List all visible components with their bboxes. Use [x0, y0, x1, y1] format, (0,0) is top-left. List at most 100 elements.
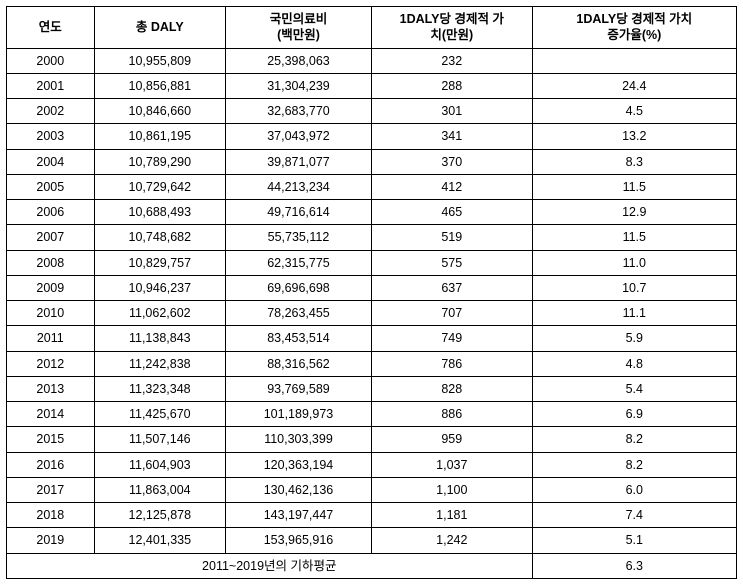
table-cell: 12,125,878 — [94, 503, 225, 528]
table-cell: 11,062,602 — [94, 301, 225, 326]
footer-label: 2011~2019년의 기하평균 — [7, 553, 533, 578]
table-cell: 130,462,136 — [225, 477, 371, 502]
table-cell: 1,181 — [371, 503, 532, 528]
table-row: 201912,401,335153,965,9161,2425.1 — [7, 528, 737, 553]
table-cell: 10,748,682 — [94, 225, 225, 250]
table-cell: 2014 — [7, 402, 95, 427]
table-cell: 39,871,077 — [225, 149, 371, 174]
table-cell: 11,507,146 — [94, 427, 225, 452]
table-row: 200010,955,80925,398,063232 — [7, 48, 737, 73]
table-cell: 78,263,455 — [225, 301, 371, 326]
table-row: 201611,604,903120,363,1941,0378.2 — [7, 452, 737, 477]
table-cell: 2009 — [7, 275, 95, 300]
table-cell: 10,861,195 — [94, 124, 225, 149]
table-row: 200710,748,68255,735,11251911.5 — [7, 225, 737, 250]
table-cell: 301 — [371, 99, 532, 124]
table-cell: 4.8 — [532, 351, 736, 376]
table-cell: 886 — [371, 402, 532, 427]
table-row: 200210,846,66032,683,7703014.5 — [7, 99, 737, 124]
table-row: 201812,125,878143,197,4471,1817.4 — [7, 503, 737, 528]
table-cell: 1,037 — [371, 452, 532, 477]
table-cell: 412 — [371, 174, 532, 199]
table-row: 200810,829,75762,315,77557511.0 — [7, 250, 737, 275]
table-cell: 143,197,447 — [225, 503, 371, 528]
table-cell: 828 — [371, 376, 532, 401]
table-cell: 10,829,757 — [94, 250, 225, 275]
table-cell: 31,304,239 — [225, 73, 371, 98]
table-cell: 110,303,399 — [225, 427, 371, 452]
table-cell: 519 — [371, 225, 532, 250]
table-cell: 11.5 — [532, 174, 736, 199]
table-row: 200910,946,23769,696,69863710.7 — [7, 275, 737, 300]
table-cell: 7.4 — [532, 503, 736, 528]
table-cell: 6.0 — [532, 477, 736, 502]
table-cell: 2018 — [7, 503, 95, 528]
table-header-row: 연도 총 DALY 국민의료비(백만원) 1DALY당 경제적 가치(만원) 1… — [7, 7, 737, 49]
footer-value: 6.3 — [532, 553, 736, 578]
table-row: 201311,323,34893,769,5898285.4 — [7, 376, 737, 401]
table-cell: 707 — [371, 301, 532, 326]
table-cell: 2011 — [7, 326, 95, 351]
table-cell: 10,846,660 — [94, 99, 225, 124]
table-cell: 2006 — [7, 200, 95, 225]
table-cell: 2001 — [7, 73, 95, 98]
table-cell: 575 — [371, 250, 532, 275]
table-cell: 62,315,775 — [225, 250, 371, 275]
table-cell: 370 — [371, 149, 532, 174]
table-row: 200310,861,19537,043,97234113.2 — [7, 124, 737, 149]
table-row: 201211,242,83888,316,5627864.8 — [7, 351, 737, 376]
table-cell: 83,453,514 — [225, 326, 371, 351]
table-cell: 2010 — [7, 301, 95, 326]
table-cell: 37,043,972 — [225, 124, 371, 149]
table-cell: 2017 — [7, 477, 95, 502]
table-cell: 10,946,237 — [94, 275, 225, 300]
table-cell: 120,363,194 — [225, 452, 371, 477]
table-cell: 637 — [371, 275, 532, 300]
table-cell: 1,100 — [371, 477, 532, 502]
table-cell: 12.9 — [532, 200, 736, 225]
table-row: 201711,863,004130,462,1361,1006.0 — [7, 477, 737, 502]
table-cell: 10,955,809 — [94, 48, 225, 73]
table-cell: 11.0 — [532, 250, 736, 275]
col-header-year: 연도 — [7, 7, 95, 49]
table-cell: 11,242,838 — [94, 351, 225, 376]
table-cell: 6.9 — [532, 402, 736, 427]
table-cell: 2005 — [7, 174, 95, 199]
col-header-national-expense: 국민의료비(백만원) — [225, 7, 371, 49]
table-cell: 55,735,112 — [225, 225, 371, 250]
table-cell: 2019 — [7, 528, 95, 553]
table-cell: 959 — [371, 427, 532, 452]
table-cell: 2008 — [7, 250, 95, 275]
table-cell: 465 — [371, 200, 532, 225]
table-cell: 11,863,004 — [94, 477, 225, 502]
table-footer-row: 2011~2019년의 기하평균 6.3 — [7, 553, 737, 578]
table-cell: 786 — [371, 351, 532, 376]
table-cell: 2004 — [7, 149, 95, 174]
table-row: 200510,729,64244,213,23441211.5 — [7, 174, 737, 199]
table-cell: 749 — [371, 326, 532, 351]
table-row: 201511,507,146110,303,3999598.2 — [7, 427, 737, 452]
table-cell: 2012 — [7, 351, 95, 376]
table-cell: 10,856,881 — [94, 73, 225, 98]
table-cell: 11,604,903 — [94, 452, 225, 477]
table-cell: 32,683,770 — [225, 99, 371, 124]
table-cell: 288 — [371, 73, 532, 98]
table-cell: 2000 — [7, 48, 95, 73]
table-cell: 2016 — [7, 452, 95, 477]
table-cell: 10,729,642 — [94, 174, 225, 199]
table-cell: 10,789,290 — [94, 149, 225, 174]
table-row: 201011,062,60278,263,45570711.1 — [7, 301, 737, 326]
table-cell: 44,213,234 — [225, 174, 371, 199]
table-row: 201111,138,84383,453,5147495.9 — [7, 326, 737, 351]
daly-economic-table: 연도 총 DALY 국민의료비(백만원) 1DALY당 경제적 가치(만원) 1… — [6, 6, 737, 579]
table-cell: 49,716,614 — [225, 200, 371, 225]
table-cell: 10,688,493 — [94, 200, 225, 225]
table-cell: 11,425,670 — [94, 402, 225, 427]
col-header-total-daly: 총 DALY — [94, 7, 225, 49]
table-cell: 232 — [371, 48, 532, 73]
table-cell: 11,323,348 — [94, 376, 225, 401]
table-cell: 2003 — [7, 124, 95, 149]
table-cell: 25,398,063 — [225, 48, 371, 73]
table-cell: 8.3 — [532, 149, 736, 174]
table-cell: 5.1 — [532, 528, 736, 553]
